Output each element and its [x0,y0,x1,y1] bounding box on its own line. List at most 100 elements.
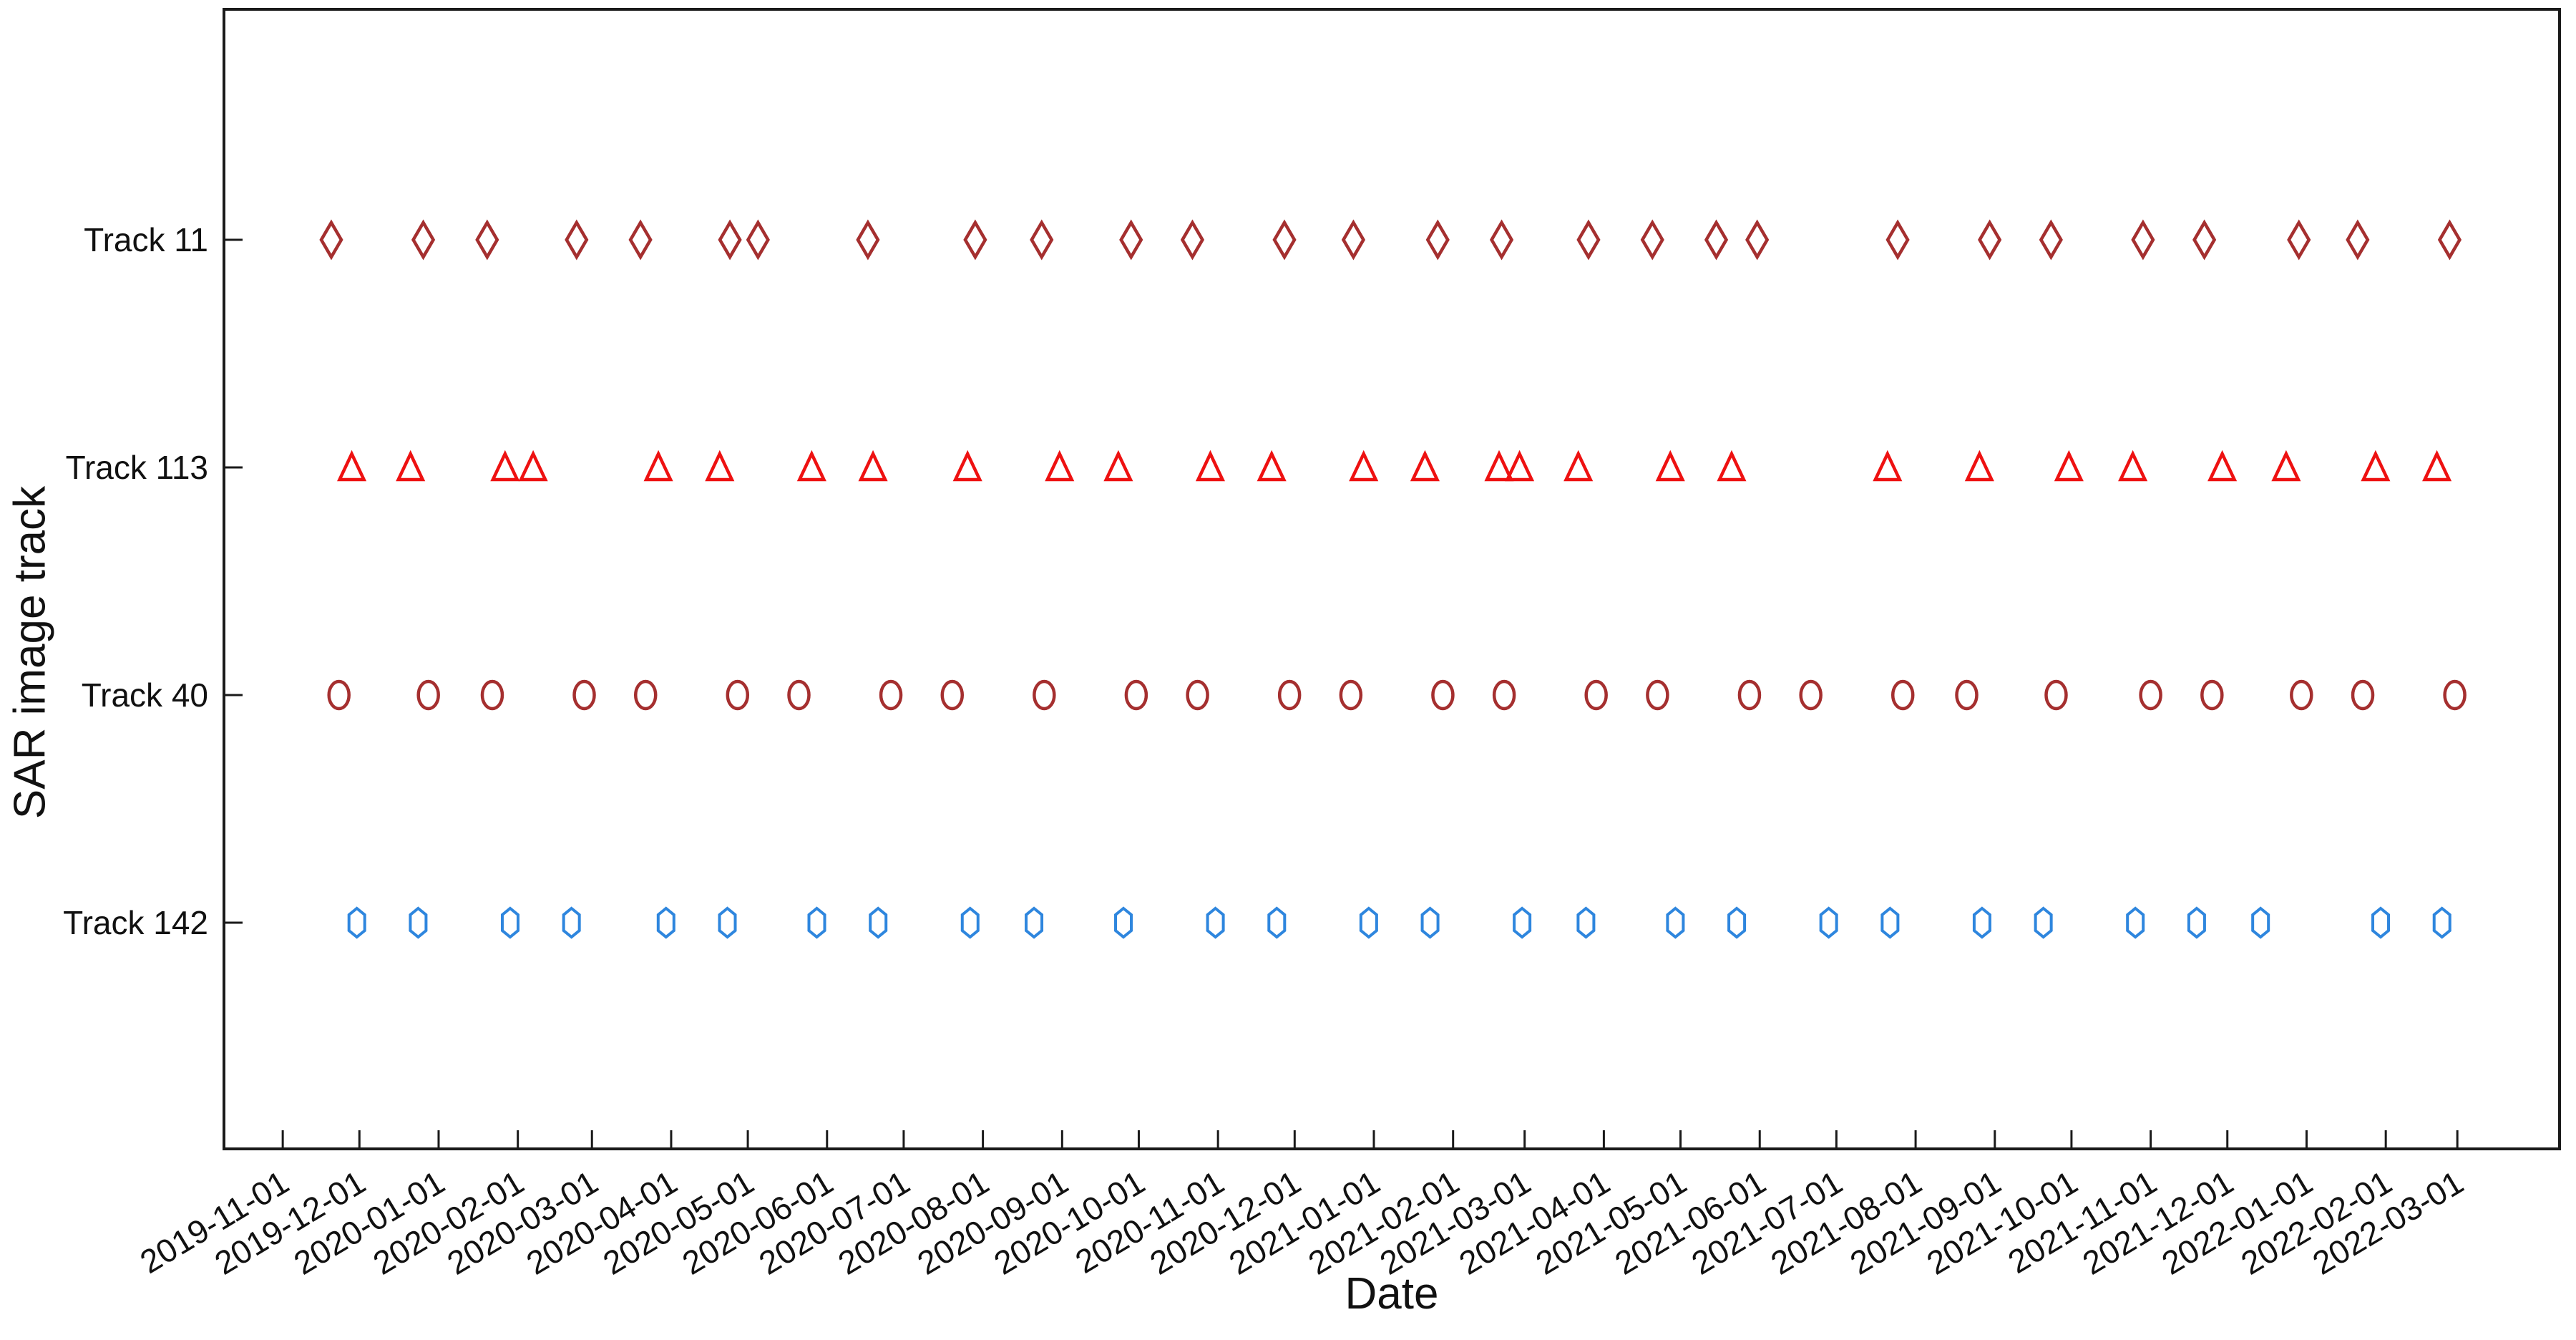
data-point-marker [1425,219,1450,261]
x-axis-title: Date [1345,1269,1439,1319]
data-point-marker [411,219,436,261]
y-tick-label: Track 40 [82,676,208,714]
data-point-marker [2422,450,2452,482]
data-point-marker [1124,679,1148,711]
data-point-marker [628,219,653,261]
data-point-marker [1646,679,1669,711]
data-point-marker [1666,906,1685,939]
data-point-marker [2054,450,2084,482]
data-point-marker [2044,679,2068,711]
data-point-marker [2346,219,2370,261]
data-point-marker [963,219,987,261]
data-point-marker [2139,679,2162,711]
data-point-marker [1576,219,1601,261]
data-point-marker [337,450,367,482]
data-point-marker [409,906,428,939]
data-point-marker [1119,219,1143,261]
data-point-marker [1267,906,1287,939]
data-point-marker [1410,450,1440,482]
data-point-marker [787,679,811,711]
data-point-marker [1339,679,1363,711]
data-point-marker [319,219,343,261]
data-point-marker [1978,219,2002,261]
data-point-marker [1186,679,1209,711]
data-point-marker [2271,450,2301,482]
data-point-marker [718,219,742,261]
data-point-marker [2192,219,2217,261]
data-point-marker [746,219,770,261]
data-point-marker [952,450,982,482]
data-point-marker [1873,450,1903,482]
data-point-marker [1964,450,1994,482]
data-point-marker [1717,450,1747,482]
data-point-marker [796,450,826,482]
data-point-marker [2443,679,2467,711]
data-point-marker [1103,450,1133,482]
data-point-marker [1195,450,1226,482]
data-point-marker [562,906,581,939]
y-tick-label: Track 142 [63,904,208,941]
data-point-marker [869,906,888,939]
data-point-marker [807,906,826,939]
data-point-marker [856,219,880,261]
data-point-marker [1704,219,1729,261]
data-point-marker [643,450,673,482]
data-point-marker [1489,219,1514,261]
data-point-marker [2361,450,2391,482]
data-point-marker [2371,906,2391,939]
data-point-marker [1563,450,1594,482]
data-point-marker [2039,219,2063,261]
data-point-marker [500,906,519,939]
data-point-marker [1745,219,1770,261]
data-point-marker [480,679,504,711]
data-point-marker [1972,906,1991,939]
data-point-marker [633,679,658,711]
data-point-marker [572,679,596,711]
data-point-marker [705,450,735,482]
data-point-marker [2034,906,2053,939]
data-point-marker [2437,219,2462,261]
data-point-marker [858,450,888,482]
data-point-marker [1880,906,1900,939]
data-point-marker [2118,450,2148,482]
data-point-marker [940,679,965,711]
data-point-marker [1505,450,1535,482]
data-point-marker [1819,906,1838,939]
data-point-marker [1341,219,1366,261]
data-point-marker [2251,906,2270,939]
data-point-marker [718,906,737,939]
data-point-marker [2200,679,2224,711]
data-point-marker [396,450,426,482]
data-point-marker [2290,679,2313,711]
data-point-marker [2187,906,2206,939]
data-point-marker [1272,219,1297,261]
y-tick-label: Track 113 [66,449,208,486]
data-point-marker [1890,679,1915,711]
y-axis-title: SAR image track [5,485,55,820]
data-point-marker [1513,906,1532,939]
data-point-marker [1033,679,1056,711]
data-point-marker [2287,219,2311,261]
data-point-marker [1727,906,1747,939]
data-point-marker [656,906,675,939]
data-point-marker [1277,679,1302,711]
data-point-marker [726,679,750,711]
data-point-marker [347,906,366,939]
axes-border [223,8,2561,1150]
data-point-marker [327,679,351,711]
data-point-marker [1025,906,1044,939]
data-point-marker [1349,450,1379,482]
y-tick-label: Track 11 [84,221,208,258]
data-point-marker [1206,906,1225,939]
data-point-marker [2131,219,2155,261]
data-point-marker [1955,679,1979,711]
data-point-marker [879,679,903,711]
data-point-marker [1420,906,1440,939]
data-point-marker [1045,450,1075,482]
data-point-marker [1885,219,1910,261]
data-point-marker [1640,219,1664,261]
data-point-marker [1655,450,1685,482]
data-point-marker [490,450,520,482]
data-point-marker [1257,450,1287,482]
